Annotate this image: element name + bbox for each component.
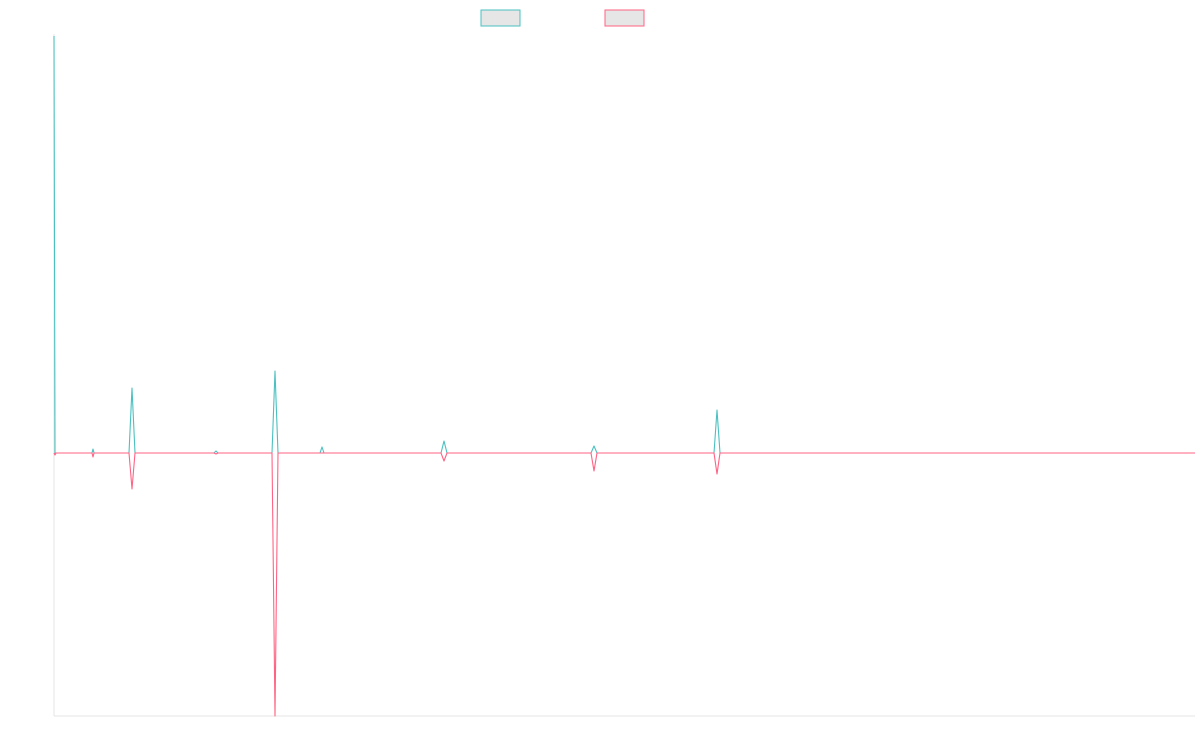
legend[interactable] <box>480 9 645 27</box>
series-layer <box>53 35 1195 717</box>
series-line-1 <box>53 35 1195 454</box>
axes <box>53 34 1195 717</box>
legend-swatch-2[interactable] <box>604 9 645 27</box>
legend-swatch-1[interactable] <box>480 9 521 27</box>
series-line-2 <box>53 452 1195 717</box>
